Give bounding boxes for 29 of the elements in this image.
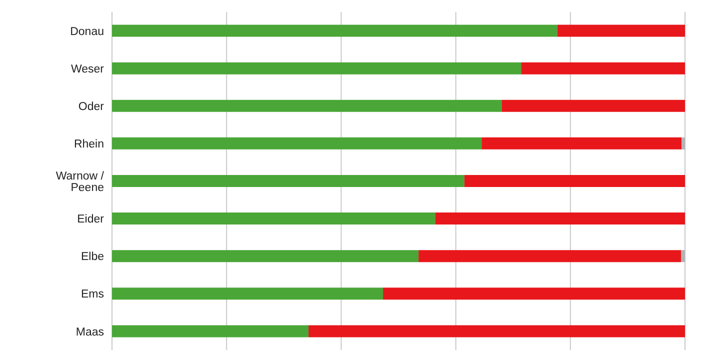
bar: [112, 288, 384, 300]
bar: [112, 100, 502, 112]
y-tick-label: Warnow / Peene: [56, 170, 105, 194]
y-tick-label: Elbe: [80, 251, 104, 264]
bar: [112, 137, 482, 150]
bar: [112, 62, 522, 74]
y-tick-label: Weser: [70, 63, 104, 76]
bar: [112, 212, 436, 225]
bar: [112, 174, 464, 187]
bar: [112, 24, 558, 37]
bar: [680, 250, 685, 262]
bar: [557, 24, 685, 37]
y-tick-label: Ems: [81, 288, 104, 301]
bar: [682, 137, 685, 150]
y-tick-label: Donau: [70, 26, 104, 38]
bar: [521, 62, 685, 74]
y-tick-label: Eider: [77, 214, 104, 226]
bar: [418, 250, 681, 262]
y-tick-label: Rhein: [74, 138, 104, 151]
bar: [383, 288, 685, 300]
bar: [464, 174, 685, 187]
y-tick-label: Oder: [78, 100, 104, 113]
bar: [502, 100, 685, 112]
y-tick-label: Maas: [76, 326, 104, 338]
bar: [482, 137, 682, 150]
bar: [435, 212, 685, 225]
bar: [112, 325, 309, 338]
bar: [112, 250, 419, 262]
bar: [308, 325, 685, 338]
